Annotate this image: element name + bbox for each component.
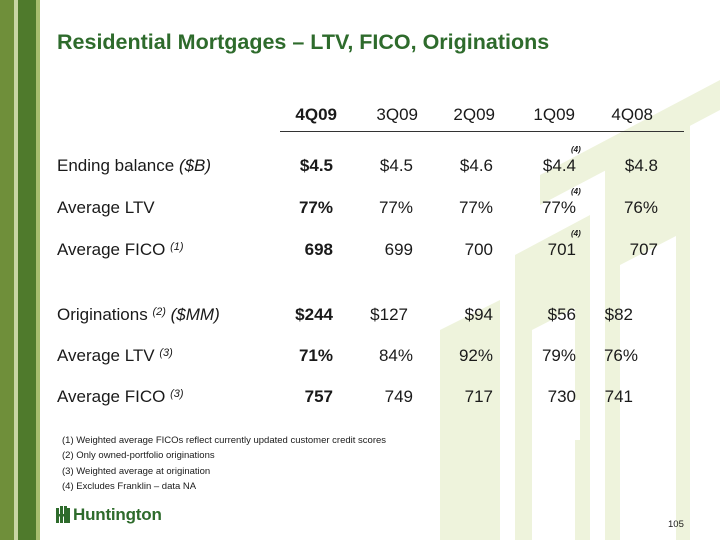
cell: 707 [629, 240, 658, 259]
row-label-average-ltv-origination: Average LTV (3) [57, 346, 173, 365]
cell: 76% [603, 346, 638, 365]
cell: 79% [541, 346, 576, 365]
logo-mark-icon [56, 506, 70, 523]
slide-title: Residential Mortgages – LTV, FICO, Origi… [57, 30, 550, 54]
footnote-marker: (4) [571, 187, 581, 196]
cell: 76% [623, 198, 658, 217]
row-label-average-fico-origination: Average FICO (3) [57, 387, 184, 406]
cell: 730 [547, 387, 576, 406]
cell: $94 [464, 305, 493, 324]
cell: 698 [304, 240, 333, 259]
cell: 84% [378, 346, 413, 365]
header-divider [280, 131, 684, 132]
footnotes: (1) Weighted average FICOs reflect curre… [62, 433, 386, 494]
column-header-4q09: 4Q09 [295, 105, 337, 124]
footnote-item: (3) Weighted average at origination [62, 465, 211, 477]
column-header-1q09: 1Q09 [533, 105, 575, 124]
cell: 757 [304, 387, 333, 406]
footnote-marker: (4) [571, 229, 581, 238]
cell: 741 [604, 387, 633, 406]
column-header-3q09: 3Q09 [376, 105, 418, 124]
cell: $4.4 [542, 156, 576, 175]
row-label-ending-balance: Ending balance ($B) [57, 156, 212, 175]
cell: 71% [298, 346, 333, 365]
cell: $56 [547, 305, 576, 324]
cell: 77% [458, 198, 493, 217]
cell: 749 [384, 387, 413, 406]
column-header-4q08: 4Q08 [611, 105, 653, 124]
cell: $82 [604, 305, 633, 324]
footnote-item: (2) Only owned-portfolio originations [62, 450, 215, 462]
cell: 77% [541, 198, 576, 217]
page-number: 105 [668, 519, 684, 530]
row-label-originations: Originations (2) ($MM) [57, 305, 220, 324]
cell: 77% [298, 198, 333, 217]
cell: $4.5 [299, 156, 333, 175]
footnote-item: (1) Weighted average FICOs reflect curre… [62, 435, 387, 446]
cell: 699 [384, 240, 413, 259]
cell: 701 [547, 240, 576, 259]
row-label-average-fico: Average FICO (1) [57, 240, 184, 259]
row-label-average-ltv: Average LTV [57, 198, 155, 217]
cell: $4.8 [624, 156, 658, 175]
logo-text: Huntington [73, 505, 162, 524]
cell: $127 [370, 305, 408, 324]
cell: 77% [378, 198, 413, 217]
column-header-2q09: 2Q09 [453, 105, 495, 124]
cell: $4.6 [459, 156, 493, 175]
cell: $244 [295, 305, 333, 324]
footnote-marker: (4) [571, 145, 581, 154]
left-decorative-stripe [0, 0, 40, 540]
company-logo: Huntington [56, 505, 162, 525]
cell: $4.5 [379, 156, 413, 175]
cell: 700 [464, 240, 493, 259]
cell: 717 [464, 387, 493, 406]
footnote-item: (4) Excludes Franklin – data NA [62, 480, 197, 492]
cell: 92% [458, 346, 493, 365]
